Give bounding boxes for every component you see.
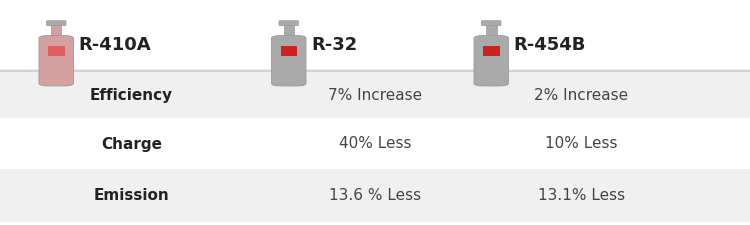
Text: 2% Increase: 2% Increase bbox=[534, 88, 628, 103]
FancyBboxPatch shape bbox=[51, 25, 62, 35]
Text: 40% Less: 40% Less bbox=[339, 137, 411, 151]
Text: Emission: Emission bbox=[93, 188, 170, 203]
Text: 10% Less: 10% Less bbox=[545, 137, 617, 151]
FancyBboxPatch shape bbox=[284, 25, 294, 35]
FancyBboxPatch shape bbox=[0, 169, 750, 222]
FancyBboxPatch shape bbox=[486, 25, 496, 35]
Text: Charge: Charge bbox=[100, 137, 162, 151]
FancyBboxPatch shape bbox=[272, 36, 306, 86]
FancyBboxPatch shape bbox=[0, 69, 750, 122]
FancyBboxPatch shape bbox=[482, 21, 501, 26]
FancyBboxPatch shape bbox=[46, 21, 66, 26]
Text: Efficiency: Efficiency bbox=[90, 88, 172, 103]
FancyBboxPatch shape bbox=[280, 46, 297, 56]
Text: R-32: R-32 bbox=[311, 36, 358, 54]
FancyBboxPatch shape bbox=[48, 46, 64, 56]
FancyBboxPatch shape bbox=[0, 117, 750, 171]
FancyBboxPatch shape bbox=[474, 36, 508, 86]
Text: 13.6 % Less: 13.6 % Less bbox=[329, 188, 421, 203]
FancyBboxPatch shape bbox=[483, 46, 500, 56]
Text: 7% Increase: 7% Increase bbox=[328, 88, 422, 103]
FancyBboxPatch shape bbox=[279, 21, 298, 26]
Text: R-454B: R-454B bbox=[514, 36, 586, 54]
FancyBboxPatch shape bbox=[39, 36, 74, 86]
Text: R-410A: R-410A bbox=[79, 36, 152, 54]
Text: 13.1% Less: 13.1% Less bbox=[538, 188, 625, 203]
